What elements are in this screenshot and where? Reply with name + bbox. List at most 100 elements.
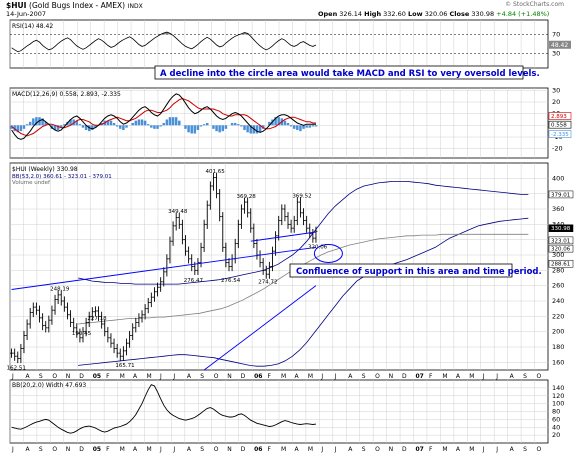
macd-signal-line bbox=[11, 97, 316, 137]
bbwidth-tick-label: 60 bbox=[552, 415, 560, 423]
macd-histogram-bar bbox=[41, 118, 44, 126]
macd-histogram-bar bbox=[75, 120, 79, 126]
price-annotation: 276.54 bbox=[221, 278, 241, 284]
x-axis-label: O bbox=[214, 373, 219, 380]
x-axis-label: 05 bbox=[93, 373, 101, 380]
macd-histogram-bar bbox=[212, 125, 215, 129]
trendline bbox=[250, 231, 317, 242]
macd-value-label: 0.558 bbox=[551, 123, 567, 129]
macd-histogram-bar bbox=[224, 125, 228, 129]
macd-histogram-bar bbox=[311, 125, 315, 127]
macd-histogram-bar bbox=[206, 123, 209, 126]
macd-histogram-bar bbox=[302, 125, 305, 129]
x-axis-label-bottom: J bbox=[11, 446, 14, 453]
x-axis-label: D bbox=[241, 373, 246, 380]
rsi-overbought-fill bbox=[242, 32, 247, 35]
x-axis-label: J bbox=[172, 373, 175, 380]
macd-histogram-bar bbox=[159, 125, 162, 127]
x-axis-label: F bbox=[429, 373, 433, 380]
x-axis-label: M bbox=[120, 373, 125, 380]
macd-histogram-bar bbox=[25, 124, 29, 126]
price-tick-label: 340 bbox=[552, 220, 564, 228]
x-axis-label: 06 bbox=[254, 373, 262, 380]
x-axis-label: J bbox=[495, 373, 498, 380]
index-name: (Gold Bugs Index - AMEX) bbox=[29, 1, 126, 10]
macd-histogram-bar bbox=[91, 125, 94, 130]
macd-histogram-bar bbox=[122, 125, 125, 130]
x-axis-label: N bbox=[66, 373, 71, 380]
x-axis-label-bottom: F bbox=[106, 446, 110, 453]
price-annotation: 401.65 bbox=[205, 169, 225, 175]
x-axis-label: J bbox=[159, 373, 162, 380]
close-label: Close bbox=[449, 10, 470, 18]
macd-histogram-bar bbox=[199, 125, 203, 127]
rsi-overbought-fill bbox=[165, 32, 169, 35]
x-axis-label: M bbox=[147, 373, 152, 380]
macd-tick-label: -20 bbox=[552, 145, 563, 153]
x-axis-label: O bbox=[52, 373, 57, 380]
bbwidth-line bbox=[11, 384, 317, 434]
macd-histogram-bar bbox=[112, 123, 116, 126]
price-axis-value-box bbox=[548, 236, 574, 245]
x-axis-label-bottom: S bbox=[362, 446, 366, 453]
high-label: High bbox=[364, 10, 382, 18]
rsi-tick-label: 30 bbox=[552, 50, 560, 58]
low-value: 320.06 bbox=[424, 10, 448, 18]
x-axis-label: J bbox=[11, 373, 14, 380]
macd-histogram-bar bbox=[240, 125, 243, 127]
bbwidth-legend: BB(20,2.0) Width 47.693 bbox=[12, 382, 86, 389]
price-tick-label: 200 bbox=[552, 328, 564, 336]
x-axis-label-bottom: J bbox=[159, 446, 162, 453]
macd-histogram-bar bbox=[53, 125, 57, 130]
macd-histogram-bar bbox=[286, 123, 290, 126]
macd-histogram-bar bbox=[178, 120, 181, 126]
x-axis-label-bottom: N bbox=[66, 446, 71, 453]
support-circle bbox=[313, 243, 343, 263]
price-axis-value: 323.01 bbox=[551, 238, 570, 244]
price-annotation: 369.28 bbox=[237, 194, 257, 200]
x-axis-label: F bbox=[106, 373, 110, 380]
macd-histogram-bar bbox=[94, 125, 97, 128]
price-axis-value: 379.01 bbox=[551, 192, 570, 198]
macd-annotation-text: A decline into the circle area would tak… bbox=[160, 69, 540, 79]
x-axis-label-bottom: M bbox=[469, 446, 474, 453]
change-value: +4.84 (+1.48%) bbox=[496, 10, 550, 18]
x-axis-label: A bbox=[187, 373, 192, 380]
x-axis-label: M bbox=[281, 373, 286, 380]
price-tick-label: 400 bbox=[552, 174, 564, 182]
price-annotation: 276.47 bbox=[184, 278, 204, 284]
price-axis-value-box bbox=[548, 244, 574, 253]
x-axis-label: A bbox=[25, 373, 30, 380]
x-axis-label: J bbox=[334, 373, 337, 380]
macd-histogram-bar bbox=[16, 125, 20, 133]
price-annotation: 162.51 bbox=[7, 365, 26, 371]
macd-histogram-bar bbox=[56, 125, 60, 130]
macd-histogram-bar bbox=[106, 120, 110, 126]
macd-histogram-bar bbox=[202, 124, 206, 126]
bbwidth-tick-label: 140 bbox=[552, 384, 564, 392]
x-axis-label: J bbox=[320, 373, 323, 380]
price-tick-label: 160 bbox=[552, 358, 564, 366]
rsi-value-label: 48.42 bbox=[551, 42, 568, 49]
macd-line bbox=[11, 93, 316, 140]
x-axis-label-bottom: A bbox=[456, 446, 461, 453]
macd-histogram-bar bbox=[255, 125, 259, 134]
macd-histogram-bar bbox=[165, 119, 169, 126]
macd-histogram-bar bbox=[249, 125, 252, 134]
x-axis-label-bottom: A bbox=[187, 446, 192, 453]
x-axis-label-bottom: N bbox=[389, 446, 394, 453]
x-axis-label: D bbox=[402, 373, 407, 380]
price-annotation: 274.72 bbox=[258, 279, 277, 285]
macd-histogram-bar bbox=[246, 125, 249, 133]
x-axis-label: A bbox=[294, 373, 299, 380]
price-tick-label: 280 bbox=[552, 266, 564, 274]
x-axis-label-bottom: M bbox=[281, 446, 286, 453]
macd-histogram-bar bbox=[268, 121, 271, 126]
quote-line: Open 326.14 High 332.60 Low 320.06 Close… bbox=[318, 10, 549, 18]
price-annotation: 349.48 bbox=[168, 209, 188, 215]
macd-histogram-bar bbox=[87, 125, 91, 132]
macd-histogram-bar bbox=[69, 119, 72, 126]
macd-histogram-bar bbox=[140, 119, 144, 126]
x-axis-label-bottom: S bbox=[200, 446, 204, 453]
x-axis-label-bottom: A bbox=[294, 446, 299, 453]
